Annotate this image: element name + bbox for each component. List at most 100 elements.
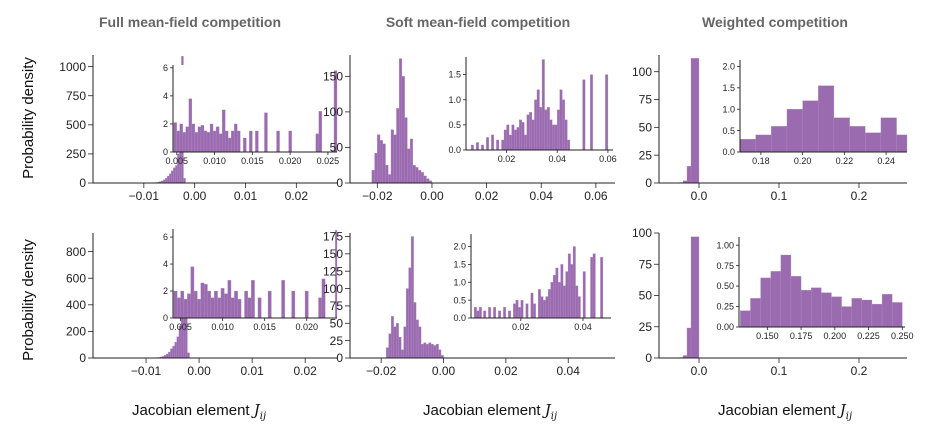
histogram-bar [404, 117, 408, 184]
inset-y-tick-label: 1.0 [448, 95, 461, 105]
inset-bar [318, 297, 323, 319]
inset-bottom-full: 0 2 4 6 0.005 0.010 0.015 0.020 [163, 229, 338, 332]
inset-x-tick-label: 0.02 [512, 322, 530, 332]
inset-bar [215, 126, 220, 153]
histogram-bar [165, 178, 168, 184]
inset-bar [600, 257, 604, 319]
inset-bar [488, 307, 492, 319]
inset-x-tick-label: 0.04 [574, 322, 592, 332]
inset-bar [555, 267, 559, 319]
y-tick-label: 0 [79, 176, 86, 190]
inset-bar [771, 126, 788, 153]
y-tick-label: 100 [632, 65, 652, 79]
inset-top-soft: 0.0 0.5 1.0 1.5 0.02 0.04 0.06 [448, 57, 617, 164]
inset-bar [470, 144, 474, 151]
inset-bars [173, 230, 338, 319]
inset-bar [475, 142, 479, 151]
inset-bar [790, 276, 802, 328]
inset-bar [567, 139, 571, 151]
histogram-bar [170, 348, 173, 359]
inset-y-tick-label: 0 [163, 147, 168, 157]
inset-bar [605, 74, 609, 151]
inset-bar [217, 297, 222, 319]
x-axis-label-symbol: J [251, 401, 261, 419]
inset-bar [203, 130, 208, 153]
y-tick-label: 75 [330, 299, 344, 313]
inset-bar [249, 130, 253, 153]
inset-y-tick-label: 0.0 [448, 145, 461, 155]
inset-bar [544, 109, 548, 151]
y-axis-label-top-row: Probability density [20, 57, 37, 179]
inset-bar [550, 282, 554, 319]
x-tick-label: 0.04 [530, 189, 554, 203]
inset-bar [200, 125, 205, 153]
inset-bar [530, 292, 534, 319]
inset-bar [247, 297, 252, 319]
y-tick-label: 500 [66, 118, 86, 132]
inset-bar [257, 297, 262, 319]
inset-bar [534, 99, 538, 151]
inset-x-tick-label: 0.22 [836, 156, 854, 166]
histogram-bars [678, 58, 700, 184]
histogram-bar [396, 108, 400, 184]
inset-bar [203, 284, 208, 319]
inset-bar [476, 310, 480, 319]
x-axis-label-subscript: ij [551, 411, 557, 422]
inset-y-tick-label: 1.5 [722, 83, 735, 93]
histogram-bar [386, 347, 389, 359]
inset-bar [209, 123, 214, 153]
inset-bar [243, 137, 247, 153]
inset-y-tick-label: 0.50 [716, 281, 734, 291]
histogram-bar [690, 58, 700, 184]
y-tick-label: 0 [79, 351, 86, 365]
histogram-bar [393, 134, 397, 184]
inset-top-full: 0 2 4 6 0.005 0.010 0.015 0.020 0.025 [163, 63, 339, 166]
y-tick-label: 50 [639, 289, 653, 303]
x-axis-label-symbol: J [542, 401, 552, 419]
histogram-bar [403, 326, 407, 359]
inset-y-tick-label: 0.25 [716, 302, 734, 312]
x-tick-label: 0.00 [183, 189, 207, 203]
inset-bar [515, 299, 519, 319]
inset-bar [244, 290, 249, 319]
y-tick-label: 150 [323, 247, 343, 261]
histogram-bar [428, 342, 432, 359]
inset-bar [214, 290, 218, 319]
histogram-bar [425, 343, 429, 359]
histogram-bar [174, 341, 177, 359]
inset-bar [536, 89, 540, 151]
inset-y-tick-label: 2.0 [453, 242, 466, 252]
inset-y-tick-label: 6 [163, 232, 168, 242]
inset-bar [220, 288, 225, 319]
inset-bar [197, 126, 202, 153]
x-tick-label: 0.04 [557, 364, 581, 378]
inset-bar [538, 289, 541, 319]
inset-y-tick-label: 2 [163, 286, 168, 296]
histogram-bar [166, 353, 169, 359]
histogram-bar [173, 167, 176, 184]
histogram-bar [374, 152, 378, 184]
x-tick-label: 0.00 [420, 189, 444, 203]
inset-bar [831, 296, 842, 328]
inset-bar [582, 271, 586, 319]
histogram-bar [172, 345, 175, 359]
inset-y-tick-label: 4 [163, 259, 168, 269]
inset-bar [194, 132, 199, 153]
histogram-bar [409, 138, 413, 184]
x-tick-label: 0.01 [240, 364, 264, 378]
inset-bar [552, 124, 555, 151]
inset-x-tick-label: 0.18 [752, 156, 770, 166]
inset-y-tick-label: 6 [163, 63, 168, 73]
inset-bar [206, 132, 211, 153]
inset-bar [821, 292, 832, 328]
histogram-bar [420, 343, 424, 359]
x-axis-label-subscript: ij [846, 411, 852, 422]
histogram-bar [438, 349, 442, 359]
inset-bar [251, 280, 255, 319]
inset-bar [486, 137, 489, 151]
inset-bar [318, 111, 323, 153]
inset-bar [182, 132, 186, 153]
inset-bar [228, 137, 232, 153]
